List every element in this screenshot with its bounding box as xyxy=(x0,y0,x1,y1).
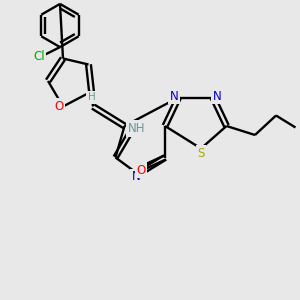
Text: O: O xyxy=(136,164,146,177)
Text: Cl: Cl xyxy=(33,50,45,63)
Text: S: S xyxy=(197,146,205,160)
Text: N: N xyxy=(213,89,222,103)
Text: H: H xyxy=(88,92,95,103)
Text: O: O xyxy=(54,100,63,113)
Text: N: N xyxy=(132,170,141,184)
Text: N: N xyxy=(169,89,178,103)
Text: NH: NH xyxy=(128,122,145,135)
